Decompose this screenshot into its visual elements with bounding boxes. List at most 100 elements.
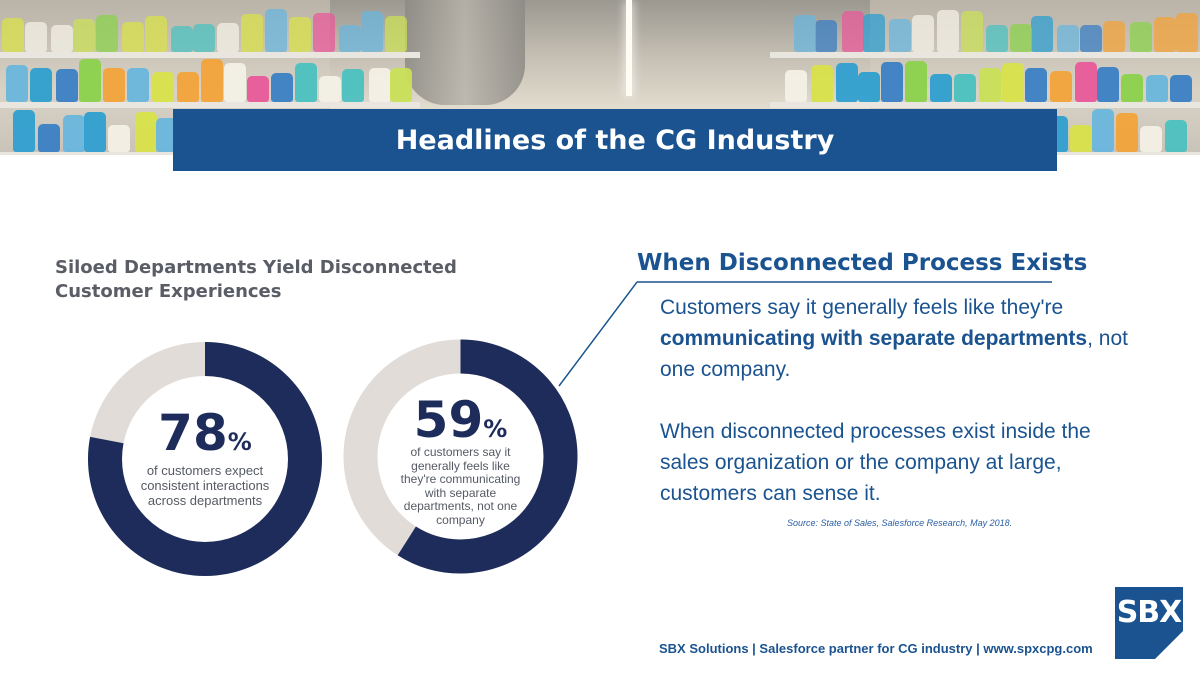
shelf-product: [152, 72, 174, 102]
shelf-product: [1010, 24, 1032, 52]
shelf-product: [84, 112, 106, 152]
shelf-product: [912, 15, 934, 52]
footer-text: SBX Solutions | Salesforce partner for C…: [659, 641, 1093, 656]
shelf-product: [1031, 16, 1053, 52]
section-title-line: Customer Experiences: [55, 281, 282, 302]
shelf-product: [889, 19, 911, 52]
caption-line: of customers say it: [410, 445, 511, 459]
caption-line: departments, not one: [403, 499, 518, 513]
shelf-product: [1165, 120, 1187, 152]
shelf-product: [156, 118, 178, 152]
shelf-product: [1075, 62, 1097, 102]
shelf-product: [38, 124, 60, 152]
shelf-product: [1097, 67, 1119, 102]
shelf-product: [51, 25, 73, 52]
shelf-product: [217, 23, 239, 52]
shelf-product: [1130, 22, 1152, 52]
title-banner: Headlines of the CG Industry: [173, 109, 1057, 171]
shelf-product: [73, 19, 95, 52]
shelf-product: [79, 59, 101, 102]
shelf-product: [1050, 71, 1072, 102]
shelf-product: [108, 125, 130, 152]
shelf-product: [177, 72, 199, 102]
shelf-product: [13, 110, 35, 152]
shelf-product: [1002, 63, 1024, 102]
shelf-edge: [0, 102, 420, 108]
shelf-product: [794, 15, 816, 52]
shelf-product: [171, 26, 193, 52]
shelf-product: [193, 24, 215, 52]
shelf-product: [1121, 74, 1143, 102]
shelf-product: [319, 76, 341, 102]
shelf-product: [881, 62, 903, 102]
caption-line: of customers expect: [146, 463, 264, 478]
shelf-product: [247, 76, 269, 102]
shelf-product: [6, 65, 28, 102]
stat-value: 59%: [343, 391, 578, 449]
source-citation: Source: State of Sales, Salesforce Resea…: [787, 518, 1013, 528]
shelf-product: [122, 22, 144, 52]
caption-line: consistent interactions: [140, 478, 270, 493]
caption-line: across departments: [147, 493, 263, 508]
caption-line: company: [436, 512, 485, 527]
stat-caption: of customers expect consistent interacti…: [88, 463, 322, 508]
ceiling-light: [626, 0, 632, 96]
shelf-product: [103, 68, 125, 102]
shelf-product: [836, 63, 858, 102]
caption-line: they're communicating: [400, 472, 521, 486]
shelf-product: [811, 65, 833, 102]
page-title: Headlines of the CG Industry: [395, 124, 835, 156]
callout-paragraph-1: Customers say it generally feels like th…: [660, 292, 1130, 385]
shelf-product: [289, 17, 311, 52]
stat-donut-59: 59% of customers say it generally feels …: [343, 339, 578, 574]
stat-number: 59: [413, 391, 484, 449]
shelf-product: [1146, 75, 1168, 102]
shelf-product: [201, 59, 223, 102]
shelf-edge: [770, 102, 1200, 108]
shelf-product: [1116, 113, 1138, 152]
shelf-product: [385, 16, 407, 52]
shelf-product: [863, 14, 885, 52]
shelf-product: [930, 74, 952, 102]
caption-line: generally feels like: [411, 458, 510, 473]
paragraph-text: , not one company.: [660, 327, 1128, 381]
shelf-product: [1080, 25, 1102, 52]
callout-heading: When Disconnected Process Exists: [637, 250, 1088, 276]
shelf-product: [1103, 21, 1125, 52]
shelf-product: [1170, 75, 1192, 102]
donut-ring: [343, 339, 578, 574]
sbx-logo: SBX: [1115, 587, 1183, 659]
ring-fill: [343, 339, 578, 574]
shelf-product: [145, 16, 167, 52]
shelf-product: [63, 115, 85, 152]
callout-paragraph-2: When disconnected processes exist inside…: [660, 420, 1091, 505]
shelf-product: [815, 20, 837, 52]
shelf-product: [25, 22, 47, 52]
shelf-product: [342, 69, 364, 102]
ceiling-duct: [405, 0, 525, 105]
donut-ring: [88, 342, 322, 576]
shelf-product: [1092, 109, 1114, 152]
shelf-product: [127, 68, 149, 102]
stat-percent: %: [227, 428, 252, 456]
caption-line: with separate: [424, 485, 497, 500]
shelf-product: [390, 68, 412, 102]
paragraph-emphasis: communicating with separate departments: [660, 327, 1088, 350]
paragraph-text: Customers say it generally feels like th…: [660, 296, 1064, 319]
shelf-product: [1025, 68, 1047, 102]
ring-fill: [88, 342, 322, 576]
shelf-product: [135, 112, 157, 152]
section-title-line: Siloed Departments Yield Disconnected: [55, 257, 457, 278]
shelf-edge: [0, 52, 420, 58]
shelf-product: [961, 11, 983, 52]
shelf-product: [295, 63, 317, 102]
shelf-product: [858, 72, 880, 102]
stat-number: 78: [158, 404, 228, 462]
shelf-product: [271, 73, 293, 102]
shelf-product: [1070, 125, 1092, 152]
logo-text: SBX: [1116, 595, 1183, 630]
shelf-product: [1140, 126, 1162, 152]
callout-diagonal: [558, 281, 638, 387]
shelf-product: [96, 15, 118, 52]
